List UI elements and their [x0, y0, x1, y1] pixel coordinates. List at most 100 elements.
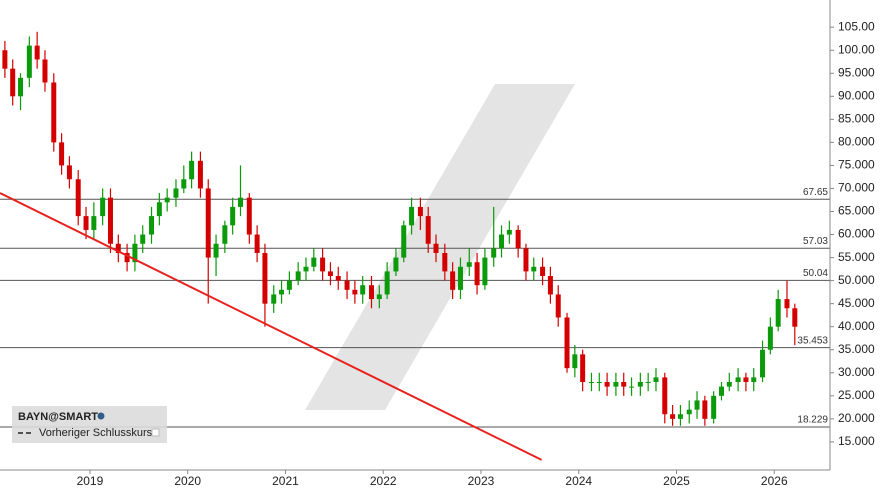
- candle-body: [124, 252, 130, 263]
- level-label: 57.03: [803, 236, 828, 247]
- candle-body: [189, 160, 195, 180]
- y-tick-label: 60.000: [838, 227, 875, 241]
- legend: [12, 406, 167, 443]
- candle-body: [344, 280, 350, 290]
- y-tick-label: 45.000: [838, 296, 875, 310]
- y-tick-label: 90.000: [838, 88, 875, 102]
- x-tick-label: 2023: [468, 474, 495, 488]
- candle-body: [42, 59, 48, 83]
- x-tick-label: 2021: [272, 474, 299, 488]
- candle-body: [711, 395, 717, 419]
- candle-body: [303, 266, 309, 272]
- candle-body: [653, 377, 659, 382]
- candle-body: [540, 266, 546, 277]
- candle-body: [792, 308, 798, 327]
- x-tick-label: 2022: [370, 474, 397, 488]
- candle-body: [213, 243, 219, 258]
- candle-body: [262, 252, 268, 304]
- y-tick-label: 75.000: [838, 158, 875, 172]
- candle-body: [457, 266, 463, 290]
- candle-body: [173, 188, 179, 198]
- x-tick-label: 2024: [565, 474, 592, 488]
- candle-body: [491, 248, 497, 258]
- candle-body: [621, 381, 627, 387]
- candle-body: [670, 414, 676, 419]
- candle-body: [205, 188, 211, 258]
- candle-body: [320, 257, 326, 272]
- x-tick-label: 2025: [663, 474, 690, 488]
- candle-body: [164, 197, 170, 203]
- layer: 67.65 57.03 50.04 18.229 35.453: [0, 31, 830, 461]
- candle-body: [523, 248, 529, 272]
- candle-body: [2, 50, 8, 69]
- y-tick-label: 40.000: [838, 319, 875, 333]
- x-tick-label: 2019: [77, 474, 104, 488]
- candle-body: [506, 229, 512, 235]
- candle-body: [279, 289, 285, 295]
- candle-body: [425, 216, 431, 244]
- candle-body: [51, 82, 57, 143]
- legend-prev-close: Vorheriger Schlusskurs: [39, 427, 153, 439]
- candle-body: [286, 280, 292, 290]
- candle-body: [271, 294, 277, 304]
- candle-body: [515, 229, 521, 249]
- legend-icon: [97, 412, 105, 420]
- y-tick-label: 55.000: [838, 250, 875, 264]
- candle-body: [596, 381, 602, 383]
- candle-body: [26, 45, 32, 78]
- y-tick-label: 85.000: [838, 112, 875, 126]
- candle-body: [564, 317, 570, 369]
- candle-body: [718, 386, 724, 396]
- candle-body: [311, 257, 317, 267]
- candle-body: [140, 234, 146, 244]
- candle-body: [295, 271, 301, 281]
- level-label: 67.65: [803, 187, 828, 198]
- candle-body: [466, 262, 472, 267]
- candle-body: [376, 294, 382, 300]
- candle-body: [417, 206, 423, 217]
- legend-series: BAYN@SMART: [18, 411, 98, 423]
- candle-body: [580, 354, 586, 382]
- candle-body: [572, 354, 578, 369]
- candle-body: [547, 276, 553, 295]
- y-tick-label: 70.000: [838, 181, 875, 195]
- level-label: 50.04: [803, 268, 828, 279]
- candle-body: [197, 160, 203, 189]
- candle-body: [588, 381, 594, 383]
- candle-body: [629, 386, 635, 388]
- y-tick-label: 20.000: [838, 411, 875, 425]
- legend-box: [151, 428, 160, 437]
- candle-body: [222, 225, 228, 244]
- y-tick-label: 35.000: [838, 342, 875, 356]
- level-label: 18.229: [797, 415, 828, 426]
- candle-body: [360, 285, 366, 295]
- candle-body: [784, 299, 790, 309]
- candle-body: [59, 142, 65, 166]
- candle-body: [115, 243, 121, 253]
- candle-body: [677, 414, 683, 419]
- candle-body: [335, 276, 341, 281]
- candle-body: [384, 271, 390, 295]
- candle-body: [393, 257, 399, 272]
- y-tick-label: 65.000: [838, 204, 875, 218]
- candle-body: [10, 68, 16, 97]
- candle-body: [775, 299, 781, 327]
- y-tick-label: 50.000: [838, 273, 875, 287]
- candle-body: [34, 45, 40, 60]
- candle-body: [702, 400, 708, 419]
- y-tick-label: 25.000: [838, 388, 875, 402]
- y-tick-label: 105.00: [838, 19, 875, 33]
- candle-body: [409, 206, 415, 226]
- candle-body: [694, 400, 700, 410]
- candle-body: [230, 206, 236, 226]
- candle-body: [662, 377, 668, 415]
- candle-body: [156, 202, 162, 217]
- candle-body: [726, 381, 732, 387]
- candle-body: [132, 243, 138, 263]
- y-tick-label: 100.00: [838, 42, 875, 56]
- candle-body: [735, 377, 741, 382]
- y-tick-label: 15.000: [838, 434, 875, 448]
- candle-body: [645, 381, 651, 383]
- candle-body: [368, 285, 374, 300]
- candle-body: [75, 179, 81, 217]
